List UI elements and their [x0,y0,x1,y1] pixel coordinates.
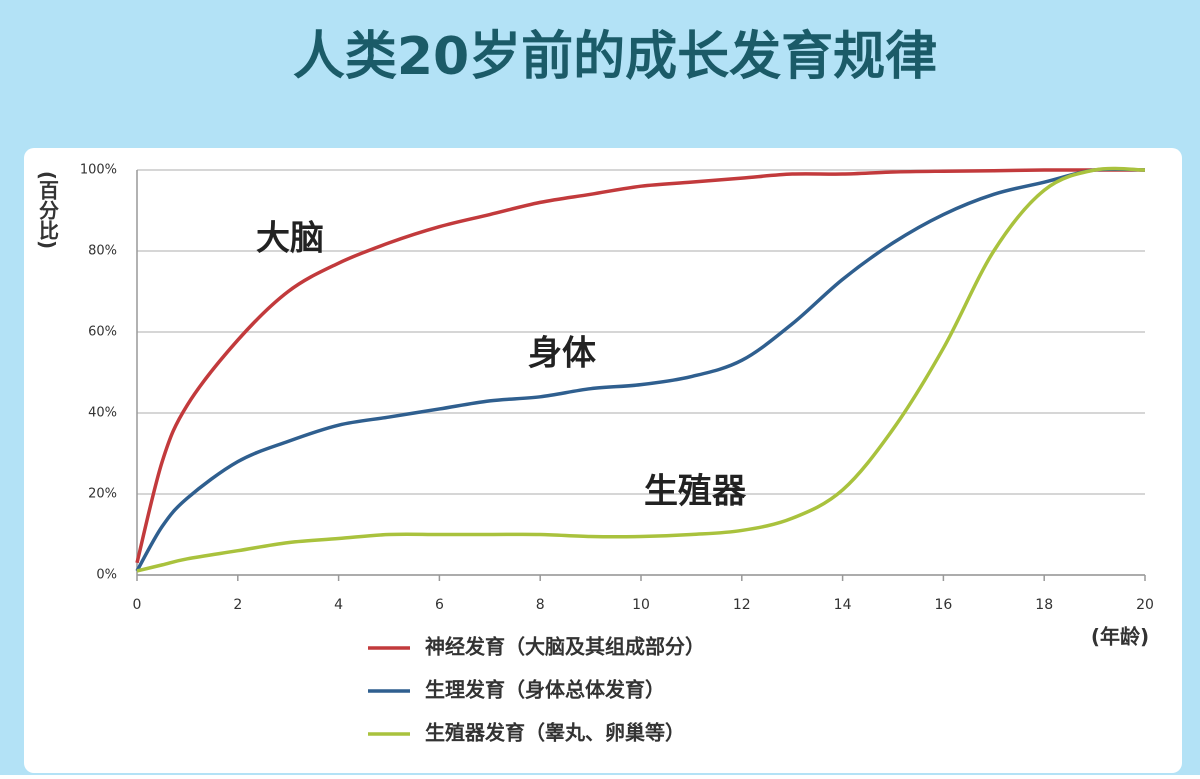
series-line [135,167,1146,572]
x-tick-label: 10 [632,597,650,613]
annotation: 身体 [528,334,596,374]
y-tick-label: 60% [88,325,117,340]
x-tick-label: 12 [733,597,751,613]
x-tick-label: 14 [834,597,852,613]
legend-label: 神经发育（大脑及其组成部分） [425,635,705,659]
y-axis-label: (百分比) [36,171,60,249]
y-tick-label: 40% [88,406,117,421]
x-tick-label: 0 [133,597,142,613]
y-tick-label: 80% [88,244,117,259]
x-tick-label: 20 [1136,597,1154,613]
y-tick-label: 20% [88,487,117,502]
series-line [135,168,1145,564]
x-tick-label: 16 [934,597,952,613]
x-tick-label: 2 [233,597,242,613]
chart-title: 人类20岁前的成长发育规律 [293,27,937,87]
annotation: 生殖器 [644,472,747,512]
legend-label: 生殖器发育（睾丸、卵巢等） [425,721,685,745]
y-tick-label: 100% [80,163,117,178]
legend-label: 生理发育（身体总体发育） [425,678,665,702]
x-tick-label: 4 [334,597,343,613]
annotation: 大脑 [256,219,324,259]
plot-panel [24,148,1182,773]
y-tick-label: 0% [96,568,117,583]
x-tick-label: 18 [1035,597,1053,613]
x-axis-label: (年龄) [1091,625,1149,649]
series-line [136,166,1146,573]
x-tick-label: 6 [435,597,444,613]
x-tick-label: 8 [536,597,545,613]
